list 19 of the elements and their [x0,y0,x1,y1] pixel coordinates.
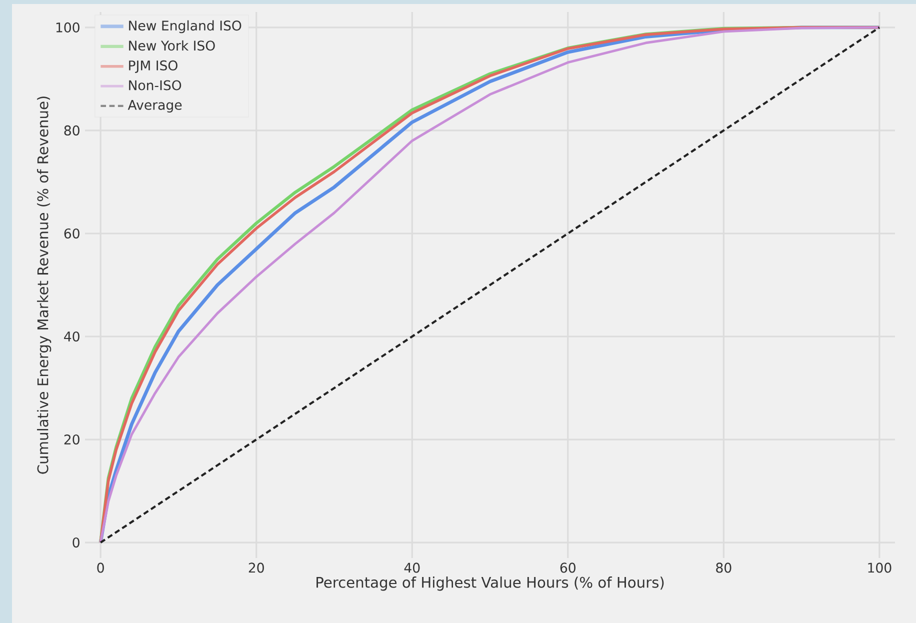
legend-label: Average [128,100,182,113]
x-tick-label: 0 [97,562,104,573]
x-tick-label: 80 [716,562,732,573]
y-tick-label: 100 [56,22,80,32]
y-tick-label: 80 [64,125,80,136]
y-tick-label: 40 [64,331,80,342]
x-axis-title: Percentage of Highest Value Hours (% of Hours) [316,576,664,591]
x-tick-label: 40 [404,562,420,573]
legend-label: New York ISO [129,40,215,51]
y-axis-title: Cumulative Energy Market Revenue (% of Revenue) [37,96,52,474]
legend-label: Non-ISO [129,80,182,90]
x-tick-label: 20 [248,562,264,573]
x-tick-label: 60 [560,562,576,573]
y-tick-label: 0 [72,538,80,548]
y-tick-label: 60 [64,228,80,239]
legend-label: New England ISO [129,20,242,34]
x-tick-label: 100 [868,562,892,573]
legend-label: PJM ISO [129,60,178,73]
y-tick-label: 20 [64,434,80,445]
